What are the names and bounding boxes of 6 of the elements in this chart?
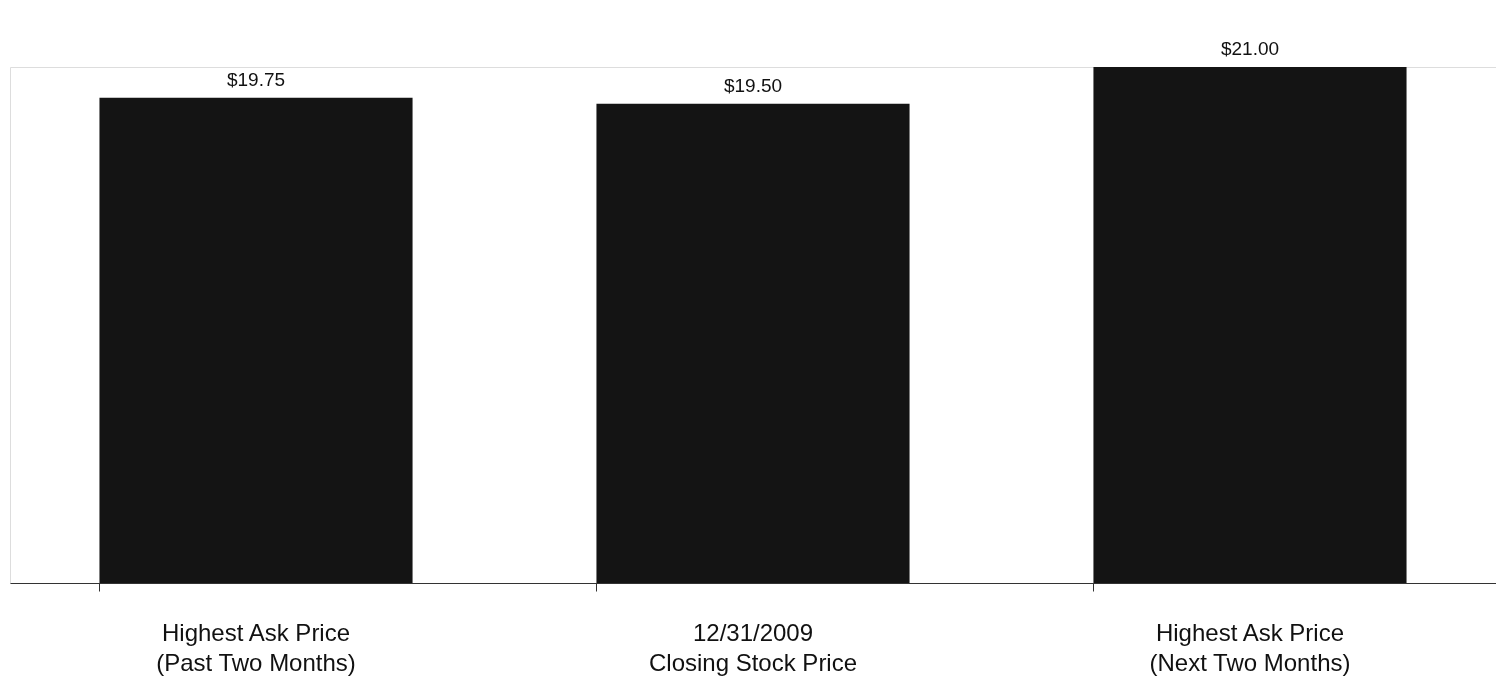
data-label: $21.00 <box>1220 38 1280 59</box>
x-tick-label: Highest Ask Price (Next Two Months) <box>1149 618 1351 676</box>
x-tick-label: Highest Ask Price (Past Two Months) <box>156 618 356 676</box>
data-label: $19.50 <box>723 74 783 96</box>
x-tick-label: 12/31/2009 Closing Stock Price <box>648 618 858 676</box>
data-label: $19.75 <box>226 68 286 90</box>
